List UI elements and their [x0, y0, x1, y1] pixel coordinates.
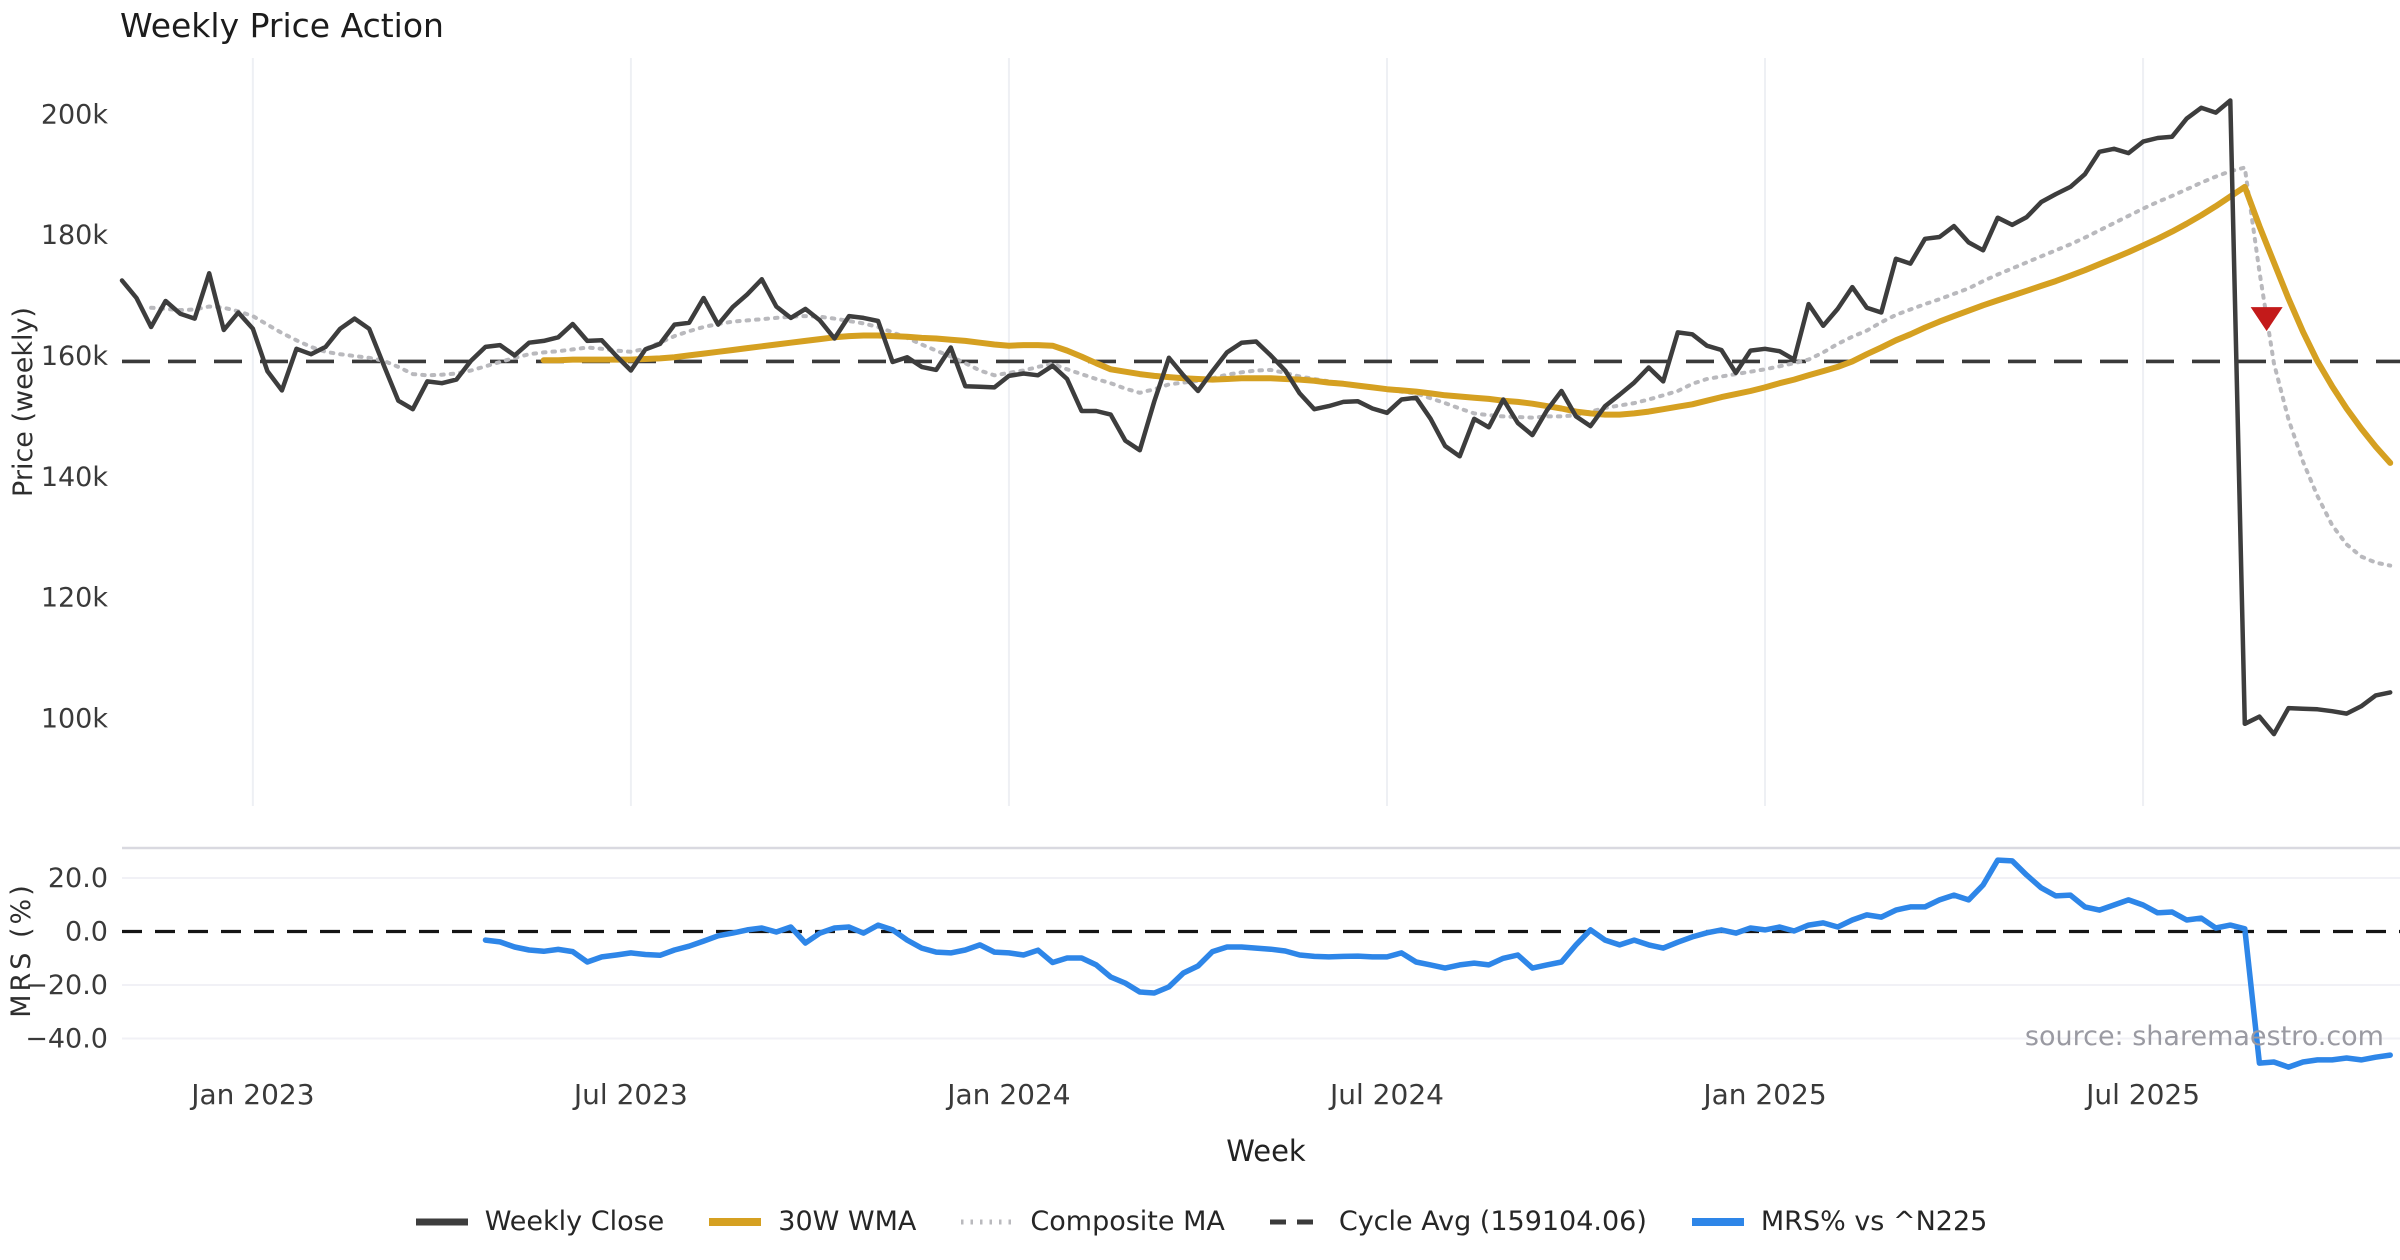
price-axis-title: Price (weekly) — [8, 307, 39, 497]
legend-item-cycle-avg: Cycle Avg (159104.06) — [1267, 1206, 1647, 1237]
legend-label: Weekly Close — [484, 1206, 665, 1237]
chart-title: Weekly Price Action — [120, 6, 444, 45]
svg-text:200k: 200k — [41, 99, 109, 130]
svg-text:Jul 2023: Jul 2023 — [572, 1078, 688, 1111]
mrs-axis-title: MRS (%) — [6, 882, 37, 1018]
weekly-close-swatch — [415, 1218, 468, 1225]
svg-text:Jan 2025: Jan 2025 — [1701, 1078, 1826, 1111]
svg-text:20.0: 20.0 — [48, 863, 108, 894]
svg-text:−40.0: −40.0 — [25, 1024, 108, 1055]
legend-item-weekly-close: Weekly Close — [413, 1206, 665, 1237]
legend-item-composite: Composite MA — [958, 1206, 1225, 1237]
svg-text:Jul 2024: Jul 2024 — [1328, 1078, 1444, 1111]
svg-text:180k: 180k — [41, 220, 109, 251]
svg-text:100k: 100k — [41, 703, 109, 734]
legend-label: MRS% vs ^N225 — [1760, 1206, 1988, 1237]
composite-swatch — [961, 1219, 1014, 1224]
svg-text:Jul 2025: Jul 2025 — [2084, 1078, 2200, 1111]
cycle-avg-swatch — [1269, 1219, 1322, 1224]
mrs-swatch — [1691, 1217, 1744, 1226]
svg-text:Jan 2024: Jan 2024 — [945, 1078, 1070, 1111]
x-axis-title: Week — [1226, 1134, 1306, 1168]
wma-swatch — [709, 1217, 762, 1226]
legend-label: 30W WMA — [778, 1206, 917, 1237]
legend-label: Cycle Avg (159104.06) — [1338, 1206, 1647, 1237]
svg-text:Jan 2023: Jan 2023 — [189, 1078, 314, 1111]
svg-text:0.0: 0.0 — [65, 917, 108, 948]
svg-text:120k: 120k — [41, 583, 109, 614]
svg-text:160k: 160k — [41, 341, 109, 372]
legend-item-wma: 30W WMA — [706, 1206, 916, 1237]
legend: Weekly Close 30W WMA Composite MA Cycle … — [0, 1206, 2400, 1237]
svg-text:140k: 140k — [41, 462, 109, 493]
svg-text:−20.0: −20.0 — [25, 970, 108, 1001]
source-note: source: sharemaestro.com — [2024, 1021, 2384, 1052]
legend-item-mrs: MRS% vs ^N225 — [1689, 1206, 1987, 1237]
legend-label: Composite MA — [1030, 1206, 1225, 1237]
